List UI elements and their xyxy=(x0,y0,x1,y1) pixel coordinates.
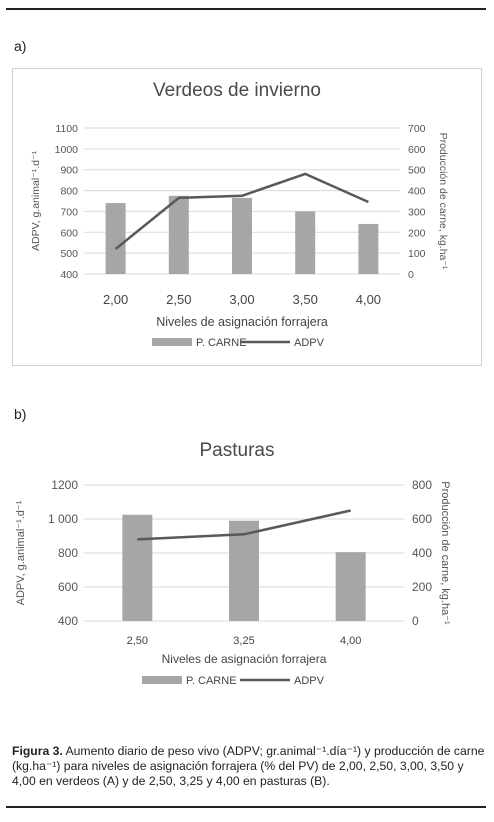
y-tick-left: 1200 xyxy=(51,478,78,492)
legend-label-adpv: ADPV xyxy=(294,337,325,349)
legend-label-p-carne: P. CARNE xyxy=(186,675,237,687)
bar-p-carne xyxy=(122,514,153,621)
line-adpv xyxy=(114,172,369,250)
y-tick-left: 1000 xyxy=(55,144,79,156)
x-tick-label: 4,00 xyxy=(340,635,361,647)
caption-label: Figura 3. xyxy=(12,744,63,758)
y-tick-right: 500 xyxy=(408,165,426,177)
x-axis-label: Niveles de asignación forrajera xyxy=(156,315,328,329)
y-tick-left: 400 xyxy=(60,269,78,281)
panel-b-label: b) xyxy=(14,406,27,422)
y-tick-right: 600 xyxy=(408,144,426,156)
y-tick-left: 600 xyxy=(58,580,78,594)
chart-title: Verdeos de invierno xyxy=(153,80,321,101)
legend-swatch-p-carne xyxy=(142,676,182,684)
y-tick-right: 600 xyxy=(412,512,432,526)
y-axis-label-right: Producción de carne, kg.ha⁻¹ xyxy=(437,133,449,270)
y-tick-left: 500 xyxy=(60,248,78,260)
x-axis-label: Niveles de asignación forrajera xyxy=(162,652,327,666)
y-tick-left: 1 000 xyxy=(48,512,78,526)
panel-a-label: a) xyxy=(14,38,27,54)
y-tick-right: 200 xyxy=(408,227,426,239)
y-tick-right: 200 xyxy=(412,580,432,594)
figure-caption: Figura 3. Aumento diario de peso vivo (A… xyxy=(12,744,488,789)
y-tick-right: 800 xyxy=(412,478,432,492)
bar-p-carne xyxy=(168,195,189,274)
legend-label-adpv: ADPV xyxy=(294,675,325,687)
y-tick-left: 900 xyxy=(60,165,78,177)
y-axis-label-left: ADPV, g.animal⁻¹.d⁻¹ xyxy=(30,151,42,251)
y-tick-left: 1100 xyxy=(55,123,78,135)
y-tick-right: 100 xyxy=(408,248,426,260)
line-adpv xyxy=(137,509,351,541)
x-tick-label: 3,00 xyxy=(229,292,254,307)
y-tick-right: 400 xyxy=(412,546,432,560)
y-tick-right: 0 xyxy=(412,614,419,628)
bottom-rule xyxy=(6,806,486,808)
bar-p-carne xyxy=(335,552,366,621)
y-tick-right: 700 xyxy=(408,123,426,135)
top-rule xyxy=(6,8,486,10)
bar-p-carne xyxy=(358,223,379,274)
y-tick-right: 0 xyxy=(408,269,414,281)
bar-p-carne xyxy=(295,211,316,274)
x-tick-label: 2,00 xyxy=(103,292,128,307)
legend-swatch-p-carne xyxy=(152,338,192,346)
x-tick-label: 4,00 xyxy=(356,292,381,307)
y-tick-left: 400 xyxy=(58,614,78,628)
legend-label-p-carne: P. CARNE xyxy=(196,337,247,349)
x-tick-label: 3,50 xyxy=(293,292,318,307)
y-tick-right: 300 xyxy=(408,206,426,218)
chart-title: Pasturas xyxy=(200,440,275,461)
x-tick-label: 2,50 xyxy=(127,635,148,647)
y-tick-right: 400 xyxy=(408,186,426,198)
y-tick-left: 600 xyxy=(60,227,78,239)
y-axis-label-left: ADPV, g.animal⁻¹.d⁻¹ xyxy=(15,500,27,605)
y-tick-left: 800 xyxy=(60,186,78,198)
bar-p-carne xyxy=(105,203,126,274)
bar-p-carne xyxy=(232,197,252,274)
y-axis-label-right: Producción de carne, kg.ha⁻¹ xyxy=(439,481,451,625)
chart-verdeos: Verdeos de invierno 400 0 500 100 600 200 700 30… xyxy=(12,68,482,366)
y-tick-left: 800 xyxy=(58,546,78,560)
x-tick-label: 2,50 xyxy=(166,292,191,307)
chart-frame xyxy=(12,68,482,366)
chart-pasturas: Pasturas 400 0 600 200 800 400 1 000 600 1200 800 A… xyxy=(15,440,451,687)
y-tick-left: 700 xyxy=(60,206,78,218)
caption-text: Aumento diario de peso vivo (ADPV; gr.an… xyxy=(12,744,485,788)
x-tick-label: 3,25 xyxy=(233,635,254,647)
bar-p-carne xyxy=(229,520,259,621)
